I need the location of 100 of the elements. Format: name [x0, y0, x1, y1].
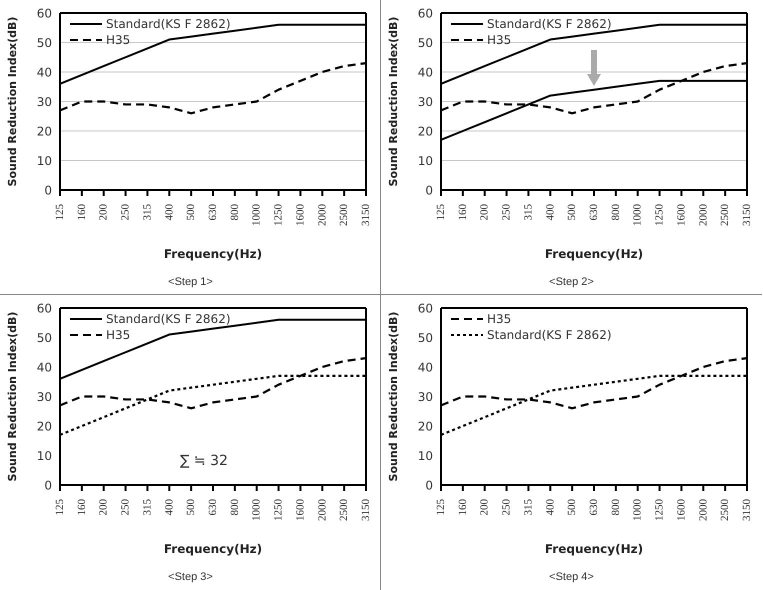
x-tick-label: 3150 [360, 498, 372, 521]
x-tick-label: 1000 [632, 204, 644, 226]
x-tick-label: 800 [610, 204, 622, 220]
x-tick-label: 800 [228, 204, 241, 220]
y-axis-title: Sound Reduction Index(dB) [386, 16, 400, 186]
annotation: ∑ ≒ 32 [180, 453, 228, 469]
y-tick-label: 30 [36, 94, 52, 109]
y-tick-label: 30 [418, 94, 433, 109]
y-tick-label: 0 [425, 478, 433, 492]
x-tick-label: 2000 [316, 204, 328, 226]
x-tick-label: 630 [588, 498, 600, 516]
y-tick-label: 20 [418, 419, 433, 434]
x-tick-label: 400 [544, 498, 556, 516]
x-tick-label: 400 [544, 204, 556, 220]
x-axis-title: Frequency(Hz) [544, 542, 644, 556]
x-tick-label: 630 [207, 498, 219, 516]
x-tick-label: 250 [500, 204, 513, 220]
legend-label: H35 [106, 32, 130, 48]
y-tick-label: 60 [36, 6, 52, 20]
x-tick-label: 2500 [719, 498, 732, 521]
y-tick-label: 20 [36, 419, 52, 434]
x-tick-label: 125 [435, 204, 447, 220]
y-tick-label: 10 [36, 154, 52, 168]
legend-label: Standard(KS F 2862) [487, 16, 612, 32]
x-tick-label: 1250 [654, 204, 666, 226]
x-tick-label: 3150 [741, 498, 753, 521]
x-tick-label: 125 [54, 498, 66, 516]
x-tick-label: 1600 [294, 204, 306, 226]
x-tick-label: 500 [185, 204, 198, 220]
x-tick-label: 200 [478, 204, 491, 220]
x-axis-title: Frequency(Hz) [544, 247, 644, 261]
x-tick-label: 630 [588, 204, 600, 220]
y-tick-label: 20 [36, 124, 52, 138]
x-tick-label: 160 [456, 498, 469, 516]
x-tick-label: 3150 [741, 204, 753, 226]
y-tick-label: 60 [36, 301, 52, 316]
x-tick-label: 800 [610, 498, 622, 516]
x-tick-label: 1250 [272, 498, 285, 521]
y-axis-title: Sound Reduction Index(dB) [386, 312, 400, 482]
legend-label: H35 [487, 311, 512, 327]
x-tick-label: 400 [163, 498, 176, 516]
text: <Step 4> [548, 571, 595, 583]
x-tick-label: 500 [185, 498, 198, 516]
x-tick-label: 315 [522, 204, 534, 220]
x-tick-label: 125 [54, 204, 66, 220]
x-tick-label: 250 [120, 204, 132, 220]
y-tick-label: 40 [418, 65, 433, 80]
x-tick-label: 200 [478, 498, 491, 516]
x-tick-label: 2500 [338, 498, 350, 521]
y-tick-label: 40 [36, 360, 52, 374]
x-axis-title: Frequency(Hz) [164, 542, 262, 556]
y-tick-label: 10 [418, 448, 433, 463]
x-tick-label: 500 [566, 204, 578, 220]
x-tick-label: 160 [456, 204, 469, 220]
x-tick-label: 200 [98, 498, 110, 516]
x-tick-label: 1000 [632, 498, 644, 521]
x-tick-label: 250 [120, 498, 132, 516]
y-tick-label: 50 [36, 330, 52, 345]
x-axis-title: Frequency(Hz) [164, 247, 262, 261]
x-tick-label: 1250 [272, 204, 285, 226]
legend-label: Standard(KS F 2862) [106, 311, 231, 327]
y-tick-label: 0 [425, 183, 433, 198]
legend-label: Standard(KS F 2862) [106, 16, 231, 32]
x-tick-label: 1600 [294, 498, 306, 521]
y-tick-label: 30 [36, 390, 52, 404]
legend-label: Standard(KS F 2862) [487, 327, 612, 343]
y-axis-title: Sound Reduction Index(dB) [6, 312, 19, 482]
y-tick-label: 60 [418, 301, 433, 316]
x-tick-label: 3150 [360, 204, 372, 226]
x-tick-label: 250 [500, 498, 513, 516]
y-tick-label: 50 [418, 330, 433, 345]
y-tick-label: 60 [418, 6, 433, 20]
text: <Step 3> [167, 571, 214, 583]
text: <Step 1> [167, 276, 214, 288]
x-tick-label: 315 [522, 498, 534, 516]
y-tick-label: 50 [418, 36, 433, 50]
x-tick-label: 500 [566, 498, 578, 516]
x-tick-label: 1600 [675, 498, 688, 521]
y-tick-label: 20 [418, 124, 433, 138]
x-tick-label: 315 [141, 498, 154, 516]
x-tick-label: 200 [98, 204, 110, 220]
x-tick-label: 2500 [338, 204, 350, 226]
y-axis-title: Sound Reduction Index(dB) [6, 16, 19, 186]
y-tick-label: 10 [36, 448, 52, 463]
y-tick-label: 10 [418, 154, 433, 168]
x-tick-label: 800 [228, 498, 241, 516]
y-tick-label: 0 [44, 478, 52, 492]
x-tick-label: 315 [141, 204, 154, 220]
legend-label: H35 [106, 327, 130, 343]
x-tick-label: 2500 [719, 204, 732, 226]
x-tick-label: 2000 [697, 204, 710, 226]
y-tick-label: 40 [36, 65, 52, 80]
x-tick-label: 1600 [675, 204, 688, 226]
x-tick-label: 2000 [697, 498, 710, 521]
x-tick-label: 160 [76, 498, 88, 516]
y-tick-label: 30 [418, 390, 433, 404]
y-tick-label: 50 [36, 36, 52, 50]
x-tick-label: 630 [207, 204, 219, 220]
x-tick-label: 160 [76, 204, 88, 220]
x-tick-label: 125 [435, 498, 447, 516]
